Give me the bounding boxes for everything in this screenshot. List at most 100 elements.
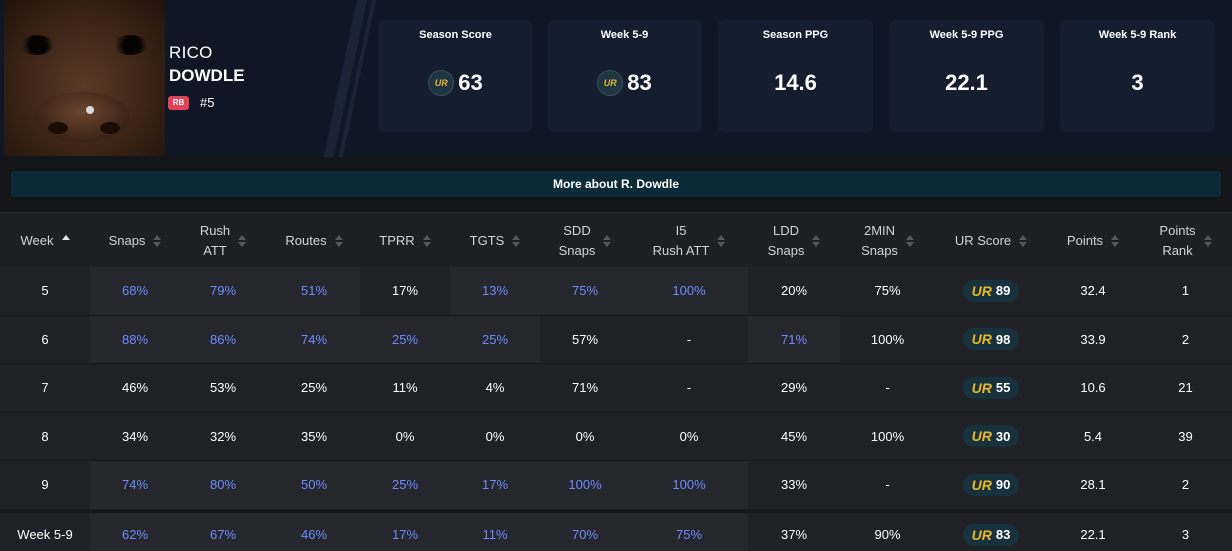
table-cell: 74% xyxy=(90,461,180,509)
table-cell: 34% xyxy=(121,428,149,444)
stat-card-value: 3 xyxy=(1131,70,1144,95)
stat-card-value: 14.6 xyxy=(774,70,817,95)
ur-logo-icon: UR xyxy=(971,428,992,445)
column-header-label: Snaps xyxy=(108,232,146,248)
column-header[interactable]: Snaps xyxy=(90,213,180,268)
column-header[interactable]: 2MIN Snaps xyxy=(840,213,935,268)
sort-icon[interactable] xyxy=(1111,234,1120,247)
ur-score-value: 89 xyxy=(995,283,1011,299)
table-cell: 25% xyxy=(450,315,540,363)
table-cell: 71% xyxy=(571,380,599,396)
table-cell: 29% xyxy=(780,380,808,396)
stat-card-label: Season Score xyxy=(419,29,492,41)
column-header[interactable]: LDD Snaps xyxy=(748,213,840,268)
ur-score-value: 98 xyxy=(995,331,1011,347)
table-cell: 0% xyxy=(485,428,505,444)
table-cell: 57% xyxy=(571,331,599,347)
table-cell: 75% xyxy=(540,267,630,315)
column-header[interactable]: UR Score xyxy=(935,213,1047,268)
table-cell: 28.1 xyxy=(1080,477,1106,493)
column-header-label: LDD Snaps xyxy=(767,222,805,258)
table-cell: 100% xyxy=(540,461,630,509)
column-header[interactable]: Points xyxy=(1047,213,1139,268)
ur-score-badge: UR 89 xyxy=(962,279,1020,302)
ur-logo-icon: UR xyxy=(971,331,992,348)
table-cell: UR 90 xyxy=(935,461,1047,509)
sort-icon[interactable] xyxy=(153,234,162,247)
ur-score-value: 90 xyxy=(995,477,1011,493)
stat-card: Week 5-9 UR 83 xyxy=(547,20,702,132)
column-header-label: Points xyxy=(1066,232,1104,248)
table-row: 5 68% 79% 51% 17% 13% 75% 100% 20% 75% UR 89 32.4 1 xyxy=(0,267,1232,316)
table-cell: 11% xyxy=(392,380,418,396)
sort-icon[interactable] xyxy=(512,234,521,247)
ur-score-value: 83 xyxy=(995,527,1011,543)
table-cell: 33.9 xyxy=(1080,331,1106,347)
sort-icon[interactable] xyxy=(1203,234,1212,247)
ur-logo-icon: UR xyxy=(971,379,992,396)
player-first-name: RICO xyxy=(169,43,213,62)
ur-score-value: 55 xyxy=(995,380,1011,396)
table-cell: 9 xyxy=(41,477,49,493)
table-cell: 17% xyxy=(360,512,450,551)
stat-card-label: Week 5-9 xyxy=(600,29,649,41)
table-cell: 80% xyxy=(178,461,268,509)
table-cell: 100% xyxy=(630,267,748,315)
table-cell: 13% xyxy=(450,267,540,315)
sort-icon[interactable] xyxy=(603,234,612,247)
column-header[interactable]: TPRR xyxy=(360,213,450,268)
table-cell: 68% xyxy=(90,267,180,315)
ur-score-value: 30 xyxy=(995,428,1011,444)
table-cell: 5.4 xyxy=(1083,428,1103,444)
stat-card-label: Week 5-9 Rank xyxy=(1098,29,1177,41)
ur-logo-icon: UR xyxy=(971,526,992,543)
table-cell: 70% xyxy=(540,512,630,551)
table-cell: 0% xyxy=(395,428,415,444)
ur-logo-icon: UR xyxy=(971,282,992,299)
column-header[interactable]: Week xyxy=(0,213,90,268)
table-cell: 1 xyxy=(1181,283,1190,299)
table-cell: 32% xyxy=(209,428,237,444)
table-total-row: Week 5-9 62% 67% 46% 17% 11% 70% 75% 37% 90% UR 83 2… xyxy=(0,509,1232,551)
table-cell: 20% xyxy=(780,283,808,299)
table-cell: 88% xyxy=(90,315,180,363)
weekly-stats-table: Week Snaps Rush ATT Routes TPRR TGTS SDD Snaps I5… xyxy=(0,212,1232,551)
column-header[interactable]: Points Rank xyxy=(1139,213,1232,268)
sort-ascending-icon[interactable] xyxy=(61,234,70,247)
sort-icon[interactable] xyxy=(905,234,914,247)
table-cell: - xyxy=(885,477,890,493)
sort-icon[interactable] xyxy=(812,234,821,247)
column-header[interactable]: TGTS xyxy=(450,213,540,268)
stat-card-label: Week 5-9 PPG xyxy=(929,29,1004,41)
table-cell: 53% xyxy=(209,380,237,396)
column-header[interactable]: SDD Snaps xyxy=(540,213,630,268)
table-cell: 100% xyxy=(870,428,905,444)
table-cell: 32.4 xyxy=(1080,283,1106,299)
column-header-label: 2MIN Snaps xyxy=(861,222,898,258)
table-cell: 0% xyxy=(575,428,595,444)
sort-icon[interactable] xyxy=(1019,234,1028,247)
column-header[interactable]: I5 Rush ATT xyxy=(630,213,748,268)
sort-icon[interactable] xyxy=(717,234,726,247)
ur-logo-icon: UR xyxy=(971,476,992,493)
table-cell: 45% xyxy=(780,428,808,444)
sort-icon[interactable] xyxy=(334,234,343,247)
table-cell: 0% xyxy=(679,428,699,444)
stat-card-value: 63 xyxy=(458,70,483,95)
sort-icon[interactable] xyxy=(422,234,431,247)
column-header[interactable]: Routes xyxy=(268,213,360,268)
table-cell: 46% xyxy=(121,380,149,396)
table-cell: 50% xyxy=(268,461,360,509)
ur-logo-icon: UR xyxy=(428,70,455,96)
column-header-label: TPRR xyxy=(379,232,415,248)
table-cell: 10.6 xyxy=(1080,380,1106,396)
table-cell: Week 5-9 xyxy=(17,527,73,543)
more-about-button[interactable]: More about R. Dowdle xyxy=(11,171,1221,197)
table-cell: 4% xyxy=(485,380,505,396)
jersey-number: #5 xyxy=(200,95,215,110)
sort-icon[interactable] xyxy=(238,234,247,247)
stat-card-value: 83 xyxy=(627,70,652,95)
stat-card: Season Score UR 63 xyxy=(378,20,533,132)
table-cell: 86% xyxy=(178,315,268,363)
column-header[interactable]: Rush ATT xyxy=(178,213,268,268)
